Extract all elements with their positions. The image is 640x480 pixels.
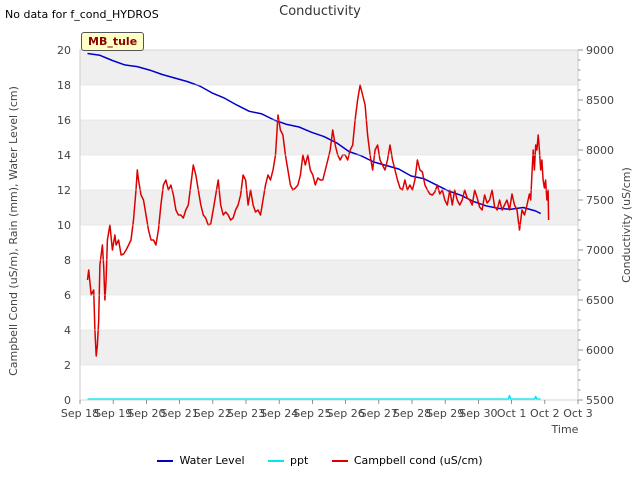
chart-title: Conductivity [279,4,361,19]
x-tick-label: Sep 30 [459,407,497,420]
legend-label: Water Level [179,454,245,467]
legend-swatch-water-level [157,460,174,462]
background-band [80,330,578,365]
left-axis: 0 2 4 6 8 10 12 14 16 18 20 [57,44,578,407]
legend-swatch-ppt [268,460,285,462]
x-tick-label: Oct 2 [530,407,560,420]
y-tick-label-left: 18 [57,79,71,92]
right-axis: 5500 6000 6500 7000 7500 8000 8500 9000 [578,44,614,407]
background-band [80,260,578,295]
site-label: MB_tule [81,32,145,51]
x-tick-label: Sep 22 [194,407,232,420]
x-tick-label: Sep 23 [227,407,265,420]
x-tick-label: Oct 1 [497,407,527,420]
legend-item-ppt: ppt [268,454,308,467]
legend: Water Level ppt Campbell cond (uS/cm) [0,454,640,467]
y-tick-label-right: 5500 [586,394,614,407]
series-line-1 [87,394,541,400]
y-tick-label-left: 14 [57,149,71,162]
y-tick-label-left: 12 [57,184,71,197]
x-tick-label: Sep 20 [127,407,165,420]
background-band [80,50,578,85]
legend-swatch-campbell [331,460,348,462]
legend-item-campbell: Campbell cond (uS/cm) [331,454,483,467]
y-tick-label-left: 20 [57,44,71,57]
y-tick-label-right: 8500 [586,94,614,107]
series-line-0 [87,52,542,215]
y-tick-label-right: 7500 [586,194,614,207]
y-tick-label-right: 6500 [586,294,614,307]
y-tick-label-left: 4 [64,324,71,337]
y-axis-label-left: Campbell Cond (uS/m), Rain (mm), Water L… [7,86,20,376]
x-tick-label: Sep 28 [393,407,431,420]
x-tick-label: Sep 29 [426,407,464,420]
y-tick-label-right: 7000 [586,244,614,257]
y-tick-label-left: 8 [64,254,71,267]
series-group [86,52,550,400]
legend-label: Campbell cond (uS/cm) [353,454,483,467]
x-tick-label: Sep 21 [160,407,198,420]
x-tick-label: Sep 18 [61,407,99,420]
y-tick-label-left: 10 [57,219,71,232]
y-tick-label-left: 0 [64,394,71,407]
x-tick-label: Sep 27 [360,407,398,420]
x-axis-label: Time [551,423,579,436]
background-band [80,120,578,155]
legend-item-water-level: Water Level [157,454,245,467]
x-tick-label: Sep 19 [94,407,132,420]
background-bands [80,50,578,365]
y-tick-label-right: 8000 [586,144,614,157]
x-tick-label: Sep 24 [260,407,298,420]
y-tick-label-left: 2 [64,359,71,372]
x-tick-label: Sep 25 [293,407,331,420]
no-data-notice: No data for f_cond_HYDROS [5,8,159,21]
series-line-2 [86,84,550,357]
legend-label: ppt [290,454,309,467]
x-tick-label: Oct 3 [563,407,593,420]
y-tick-label-right: 6000 [586,344,614,357]
y-axis-label-right: Conductivity (uS/cm) [620,167,633,283]
y-tick-label-right: 9000 [586,44,614,57]
x-tick-label: Sep 26 [326,407,364,420]
y-tick-label-left: 6 [64,289,71,302]
y-tick-label-left: 16 [57,114,71,127]
